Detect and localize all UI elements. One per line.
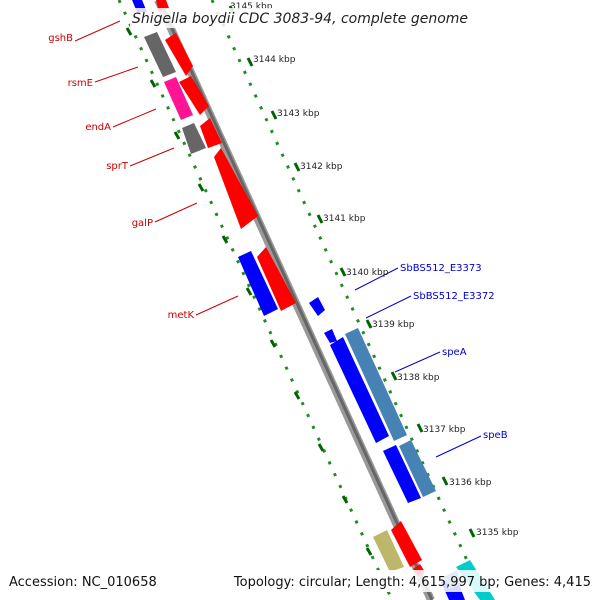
kbp-tick-marks bbox=[125, 5, 476, 556]
gene-feature-steelblue-speA bbox=[345, 328, 407, 441]
gene-feature-red-4 bbox=[200, 118, 222, 148]
kbp-label: 3141 kbp bbox=[323, 214, 366, 224]
gene-label-SbBS512_E3372: SbBS512_E3372 bbox=[413, 291, 495, 302]
kbp-tick-mark bbox=[339, 267, 347, 277]
inner-tick-mark bbox=[293, 391, 301, 400]
gene-feature-red-bottom bbox=[391, 521, 422, 567]
kbp-labels: 3145 kbp 3144 kbp 3143 kbp 3142 kbp 3141… bbox=[230, 2, 519, 538]
gene-feature-SbBS512_E3373 bbox=[309, 297, 325, 316]
leader-line-SbBS512_E3372 bbox=[365, 295, 412, 319]
gene-label-gshB: gshB bbox=[48, 33, 73, 44]
kbp-tick-mark bbox=[365, 319, 373, 329]
inner-tick-mark bbox=[149, 79, 157, 88]
gene-feature-galP bbox=[214, 148, 258, 229]
kbp-tick-mark bbox=[246, 57, 254, 67]
left-gene-labels: gshB rsmE endA sprT galP metK bbox=[48, 33, 194, 321]
topology-summary-text: Topology: circular; Length: 4,615,997 bp… bbox=[233, 575, 591, 590]
kbp-label: 3145 kbp bbox=[230, 2, 273, 12]
map-title: Shigella boydii CDC 3083-94, complete ge… bbox=[132, 11, 468, 27]
kbp-label: 3143 kbp bbox=[277, 109, 320, 119]
gene-feature-speB bbox=[383, 445, 421, 503]
kbp-tick-mark bbox=[316, 214, 324, 224]
kbp-tick-mark bbox=[390, 371, 398, 381]
kbp-tick-mark bbox=[468, 528, 476, 538]
gene-label-endA: endA bbox=[85, 122, 111, 133]
inner-tick-mark bbox=[269, 339, 277, 348]
gene-feature-SbBS512_E3372 bbox=[324, 329, 337, 343]
gene-label-sprT: sprT bbox=[106, 161, 129, 172]
gene-feature-red-metK bbox=[257, 247, 296, 311]
leader-line-endA bbox=[112, 108, 157, 128]
gene-label-SbBS512_E3373: SbBS512_E3373 bbox=[400, 263, 482, 274]
kbp-tick-mark bbox=[270, 110, 278, 120]
kbp-tick-mark bbox=[293, 162, 301, 172]
right-gene-labels: SbBS512_E3373 SbBS512_E3372 speA speB bbox=[400, 263, 508, 441]
left-leader-lines bbox=[74, 20, 239, 316]
inner-tick-mark bbox=[125, 27, 133, 36]
accession-text: Accession: NC_010658 bbox=[9, 575, 157, 590]
kbp-label: 3142 kbp bbox=[300, 162, 343, 172]
kbp-label: 3138 kbp bbox=[397, 373, 440, 383]
kbp-label: 3139 kbp bbox=[372, 320, 415, 330]
gene-feature-speA bbox=[330, 337, 389, 443]
leader-line-SbBS512_E3373 bbox=[354, 267, 399, 291]
kbp-tick-mark bbox=[441, 476, 449, 486]
kbp-label: 3137 kbp bbox=[423, 425, 466, 435]
footer-backdrop bbox=[0, 570, 600, 592]
title-backdrop bbox=[130, 8, 475, 28]
kbp-label: 3144 kbp bbox=[253, 55, 296, 65]
kbp-label: 3135 kbp bbox=[476, 528, 519, 538]
right-leader-lines bbox=[354, 267, 482, 458]
inner-tick-mark bbox=[197, 183, 205, 192]
leader-line-speA bbox=[394, 351, 441, 373]
gene-feature-red-2 bbox=[165, 33, 193, 76]
inner-tick-mark bbox=[173, 131, 181, 140]
kbp-label: 3140 kbp bbox=[346, 268, 389, 278]
gene-feature-steelblue-speB bbox=[399, 440, 436, 497]
inner-tick-mark bbox=[245, 287, 253, 296]
leader-line-metK bbox=[195, 295, 239, 316]
leader-line-galP bbox=[154, 202, 198, 223]
inner-tick-mark bbox=[341, 495, 349, 504]
gene-feature-khaki bbox=[373, 530, 404, 572]
kbp-label: 3136 kbp bbox=[449, 478, 492, 488]
gene-label-metK: metK bbox=[168, 310, 195, 321]
gene-label-speB: speB bbox=[483, 430, 508, 441]
gene-label-galP: galP bbox=[132, 218, 153, 229]
leader-line-rsmE bbox=[94, 66, 139, 83]
gene-feature-metK bbox=[238, 251, 278, 316]
inner-tick-mark bbox=[365, 547, 373, 556]
backbone-inner bbox=[157, 0, 434, 600]
leader-line-gshB bbox=[74, 20, 121, 42]
gene-feature-rsmE bbox=[144, 32, 176, 77]
inner-dotted-ring bbox=[117, 0, 394, 600]
leader-line-speB bbox=[435, 435, 482, 458]
leader-line-sprT bbox=[129, 147, 175, 167]
gene-feature-sprT bbox=[182, 123, 206, 154]
inner-tick-mark bbox=[221, 235, 229, 244]
gene-feature-endA bbox=[164, 77, 193, 120]
gene-label-speA: speA bbox=[442, 347, 467, 358]
kbp-tick-mark bbox=[416, 423, 424, 433]
gene-feature-red-3 bbox=[179, 76, 209, 115]
gene-label-rsmE: rsmE bbox=[68, 78, 93, 89]
inner-tick-mark bbox=[317, 443, 325, 452]
